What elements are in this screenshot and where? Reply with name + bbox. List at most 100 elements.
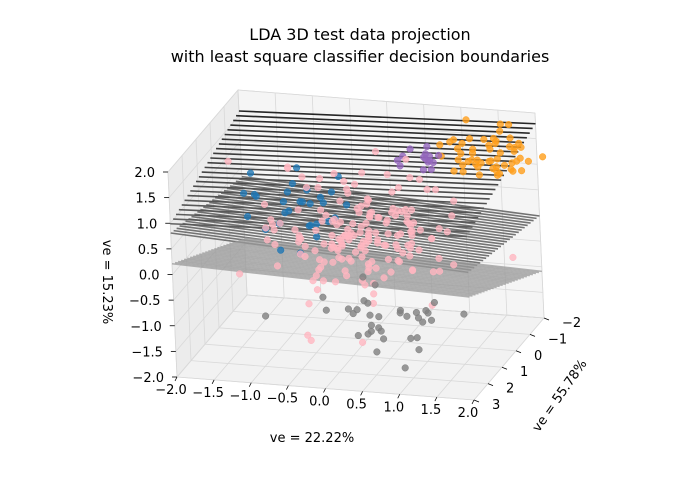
- data-point: [330, 170, 338, 178]
- grid-line: [399, 311, 471, 395]
- series-3: [393, 142, 443, 174]
- y-tick-label: −2: [562, 316, 581, 331]
- data-point: [396, 306, 404, 314]
- x-tick-label: 1.5: [421, 403, 442, 418]
- data-point: [252, 192, 260, 200]
- data-point: [428, 235, 436, 243]
- data-point: [377, 327, 385, 335]
- grid-line: [218, 327, 517, 352]
- surface-line: [227, 129, 525, 144]
- data-point: [340, 177, 348, 186]
- data-point: [493, 155, 501, 163]
- tick-mark: [529, 334, 536, 337]
- data-point: [283, 188, 291, 196]
- tick-mark: [487, 383, 494, 386]
- data-point: [450, 167, 458, 175]
- x-tick-label: −2.0: [155, 383, 187, 398]
- data-point: [343, 201, 351, 209]
- surface-line: [177, 260, 476, 296]
- data-point: [359, 273, 367, 281]
- data-point: [383, 170, 391, 179]
- surface-line: [205, 251, 503, 287]
- data-point: [345, 254, 353, 262]
- data-point: [298, 198, 306, 206]
- grid-line: [473, 317, 545, 401]
- data-point: [475, 171, 483, 179]
- data-point: [387, 268, 395, 276]
- data-point: [357, 222, 365, 231]
- x-tick-label: 0.0: [309, 395, 330, 410]
- data-point: [408, 266, 417, 274]
- data-point: [315, 266, 323, 274]
- data-point: [365, 212, 373, 221]
- data-point: [420, 153, 428, 161]
- data-point: [392, 241, 400, 249]
- data-point: [389, 204, 397, 213]
- surface-line: [224, 133, 522, 149]
- data-point: [391, 212, 399, 220]
- data-point: [358, 169, 366, 177]
- data-point: [302, 183, 311, 191]
- data-point: [388, 188, 396, 196]
- data-point: [370, 290, 378, 298]
- data-point: [263, 236, 271, 244]
- data-point: [288, 180, 296, 188]
- data-point: [364, 299, 372, 307]
- grid-line: [288, 303, 359, 386]
- data-point: [460, 310, 468, 318]
- grid-line: [175, 269, 247, 352]
- data-point: [415, 346, 423, 354]
- tick-mark: [248, 382, 252, 387]
- x-tick-label: −0.5: [267, 392, 299, 407]
- data-point: [407, 206, 416, 214]
- surface-line: [198, 175, 496, 191]
- data-point: [458, 139, 466, 147]
- data-point: [465, 135, 474, 143]
- data-point: [357, 244, 365, 252]
- data-point: [496, 127, 504, 135]
- data-point: [355, 209, 363, 217]
- surface-line: [187, 257, 485, 293]
- data-point: [468, 156, 476, 164]
- data-point: [309, 277, 317, 285]
- data-point: [262, 312, 270, 320]
- data-point: [436, 141, 444, 149]
- data-point: [401, 364, 409, 372]
- surface-line: [236, 114, 533, 130]
- data-point: [462, 116, 470, 124]
- data-point: [316, 256, 324, 264]
- surface-line: [184, 258, 482, 294]
- data-point: [446, 138, 454, 146]
- surface-line: [216, 147, 513, 163]
- data-point: [314, 184, 322, 192]
- data-point: [240, 189, 248, 197]
- data-point: [403, 312, 411, 320]
- tick-mark: [323, 388, 326, 393]
- data-point: [413, 334, 421, 342]
- data-point: [294, 206, 302, 214]
- data-point: [322, 306, 330, 314]
- surface-line: [210, 157, 507, 172]
- data-point: [410, 219, 418, 227]
- data-point: [506, 143, 514, 151]
- data-point: [505, 121, 513, 129]
- data-point: [298, 173, 306, 181]
- data-point: [496, 120, 504, 128]
- data-point: [319, 199, 327, 207]
- data-point: [431, 186, 440, 194]
- data-point: [375, 214, 383, 222]
- surface-line: [238, 178, 537, 220]
- data-point: [474, 163, 482, 171]
- data-point: [435, 151, 443, 159]
- data-point: [371, 148, 380, 156]
- data-point: [384, 230, 392, 238]
- data-point: [374, 236, 382, 244]
- data-point: [267, 216, 275, 224]
- series-2: [436, 116, 547, 179]
- data-point: [344, 225, 352, 233]
- data-point: [406, 145, 414, 153]
- surface-line: [185, 220, 484, 262]
- tick-mark: [515, 350, 522, 354]
- data-point: [487, 157, 495, 165]
- data-point: [367, 327, 375, 335]
